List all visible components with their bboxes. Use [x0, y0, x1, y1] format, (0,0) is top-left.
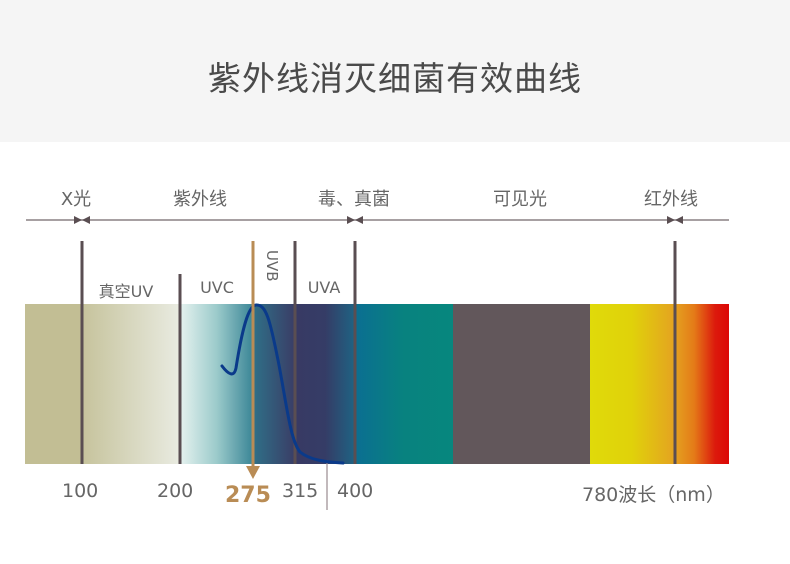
segment-uva [295, 304, 355, 464]
band-virus-fungi: 毒、真菌 [318, 189, 390, 210]
tick-780-wavelength: 780波长（nm） [582, 484, 725, 506]
tick-400: 400 [337, 480, 374, 502]
sub-band-uva: UVA [307, 278, 341, 297]
segment-xray [25, 304, 82, 464]
tick-315: 315 [282, 480, 319, 502]
band-xray: X光 [60, 189, 92, 210]
band-uv: 紫外线 [173, 189, 227, 210]
tick-200: 200 [157, 480, 194, 502]
arrow-down-icon [246, 466, 260, 479]
top-axis [26, 216, 729, 224]
sub-band-uvc: UVC [200, 278, 234, 297]
sub-band-vacuum-uv: 真空UV [98, 282, 154, 301]
tick-100: 100 [62, 480, 99, 502]
spectrum-bar [25, 304, 729, 464]
segment-uvc [180, 304, 253, 464]
segment-infrared [590, 304, 729, 464]
page-title: 紫外线消灭细菌有效曲线 [208, 59, 582, 98]
segment-vacuum-uv [82, 304, 180, 464]
band-infrared: 红外线 [644, 189, 698, 210]
header-band [0, 0, 790, 142]
segment-uvb [253, 304, 295, 464]
band-visible: 可见光 [493, 189, 547, 210]
divider-lines [80, 241, 677, 464]
germicidal-curve [220, 303, 345, 465]
segment-blue [355, 304, 453, 464]
boundary-marker [347, 216, 363, 224]
boundary-marker [74, 216, 90, 224]
sub-band-uvb: UVB [263, 250, 281, 282]
boundary-marker [667, 216, 683, 224]
tick-275: 275 [225, 483, 271, 508]
segment-visible [453, 304, 590, 464]
